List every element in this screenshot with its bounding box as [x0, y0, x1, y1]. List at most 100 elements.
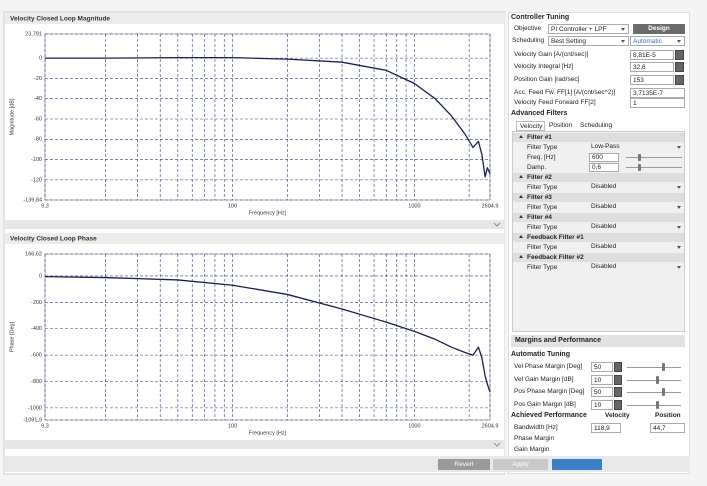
input[interactable]: 50	[591, 362, 613, 372]
spinner[interactable]	[614, 387, 622, 397]
group-header: Feedback Filter #1	[513, 233, 684, 242]
tab[interactable]: Velocity	[516, 121, 545, 131]
y-tick-label: -1000	[28, 405, 42, 411]
slider-knob[interactable]	[638, 154, 641, 161]
x-axis-label: Frequency [Hz]	[249, 210, 287, 216]
input[interactable]: 50	[591, 387, 613, 397]
input[interactable]: 3,7135E-7	[630, 88, 685, 98]
field-label: Filter Type	[527, 184, 558, 191]
y-tick-label: -400	[31, 326, 42, 332]
readout: 44,7	[650, 423, 685, 433]
field-label: Acc. Feed Fw. FF[1] [A/(cnt/sec^2)]	[514, 89, 616, 96]
collapse-chevron	[493, 222, 501, 227]
spinner[interactable]	[675, 62, 684, 72]
y-tick-label: -60	[34, 116, 42, 122]
field-label: Phase Margin	[514, 435, 555, 442]
save-button[interactable]	[552, 459, 602, 470]
dropdown[interactable]: Disabled	[589, 183, 684, 192]
slider-knob[interactable]	[656, 400, 659, 409]
field-label: Pos Phase Margin [Deg]	[514, 388, 585, 395]
slider-knob[interactable]	[656, 375, 659, 384]
x-tick-label: 100	[228, 423, 237, 429]
field-label: Filter Type	[527, 264, 558, 271]
field-label: Velocity Gain [A/(cnt/sec)]	[514, 51, 589, 58]
chart-title: Velocity Closed Loop Magnitude	[10, 16, 110, 23]
y-tick-label: -100	[31, 157, 42, 163]
input[interactable]: 10	[591, 399, 613, 410]
spinner[interactable]	[614, 399, 622, 410]
slider-knob[interactable]	[662, 388, 665, 396]
field-label: Objective	[514, 25, 542, 32]
column-header: Position	[655, 412, 681, 419]
scroll-strip	[5, 440, 504, 449]
x-tick-label: 9,3	[41, 203, 49, 209]
input[interactable]: 0,6	[589, 163, 619, 172]
slider-knob[interactable]	[662, 363, 665, 371]
group-header: Filter #3	[513, 193, 684, 202]
readout: 118,9	[591, 423, 621, 433]
group-header: Filter #1	[513, 133, 684, 142]
input[interactable]: 153	[630, 75, 674, 85]
input[interactable]: 600	[589, 153, 619, 162]
slider-knob[interactable]	[638, 164, 641, 171]
field-label: Filter Type	[527, 204, 558, 211]
slider-track	[626, 167, 682, 168]
y-tick-label: -1091,9	[23, 417, 42, 423]
group-header: Filter #2	[513, 173, 684, 182]
tab[interactable]: Position	[549, 122, 573, 129]
dropdown[interactable]: Disabled	[589, 203, 684, 212]
field-label: Velocity Feed Forward FF[2]	[514, 99, 596, 106]
y-tick-label: 0	[39, 273, 42, 279]
field-label: Position Gain [rad/sec]	[514, 76, 580, 83]
x-tick-label: 2604,9	[482, 423, 499, 429]
column-header: Velocity	[605, 412, 630, 419]
scroll-strip	[5, 220, 504, 229]
action-button[interactable]: Apply	[493, 459, 548, 470]
chart-header	[5, 13, 504, 24]
field-label: Freq. [Hz]	[527, 154, 556, 161]
input[interactable]: 1	[630, 98, 685, 108]
spinner[interactable]	[614, 362, 622, 372]
x-axis-label: Frequency [Hz]	[249, 430, 287, 436]
field-label: Gain Margin	[514, 446, 550, 453]
dropdown[interactable]: PI Controller + LPF	[548, 24, 629, 34]
dropdown[interactable]: Disabled	[589, 243, 684, 252]
y-tick-label: -120	[31, 177, 42, 183]
series-line	[45, 56, 491, 178]
dropdown[interactable]: Disabled	[589, 263, 684, 272]
dropdown[interactable]: Disabled	[589, 223, 684, 232]
dropdown[interactable]: Low-Pass	[589, 143, 684, 152]
input[interactable]: 32,6	[630, 62, 674, 72]
y-tick-label: -800	[31, 379, 42, 385]
x-tick-label: 2604,9	[482, 203, 499, 209]
dropdown[interactable]: Best Setting	[548, 36, 629, 46]
input[interactable]: 10	[591, 374, 613, 385]
spinner[interactable]	[675, 50, 684, 60]
action-button[interactable]: Revert	[438, 459, 490, 470]
section-title: Controller Tuning	[511, 14, 570, 21]
input[interactable]: 8,81E-5	[630, 50, 674, 60]
y-tick-label: -139,84	[23, 197, 42, 203]
y-tick-label: 0	[39, 56, 42, 62]
field-label: Scheduling	[512, 37, 545, 44]
y-tick-label: -200	[31, 300, 42, 306]
field-label: Filter Type	[527, 224, 558, 231]
charts-panel: Velocity Closed Loop Magnitude 23,791 0 -20…	[3, 11, 505, 475]
y-tick-label: -80	[34, 137, 42, 143]
spinner[interactable]	[675, 75, 684, 85]
section-header: Margins and Performance	[511, 335, 685, 347]
x-tick-label: 1000	[408, 203, 420, 209]
chart-header	[5, 233, 504, 244]
field-label: Velocity Integral [Hz]	[514, 63, 574, 70]
y-axis-label: Phase [Deg]	[9, 321, 15, 352]
field-label: Vel Gain Margin [dB]	[514, 375, 574, 383]
spinner[interactable]	[614, 374, 622, 385]
dropdown[interactable]: Automatic	[630, 36, 685, 46]
tab[interactable]: Scheduling	[580, 122, 613, 129]
design-button[interactable]: Design	[633, 24, 685, 34]
plot-area	[44, 33, 491, 201]
field-label: Bandwidth [Hz]	[514, 424, 558, 431]
field-label: Filter Type	[527, 144, 558, 151]
group-header: Filter #4	[513, 213, 684, 222]
plot-area	[44, 253, 491, 421]
